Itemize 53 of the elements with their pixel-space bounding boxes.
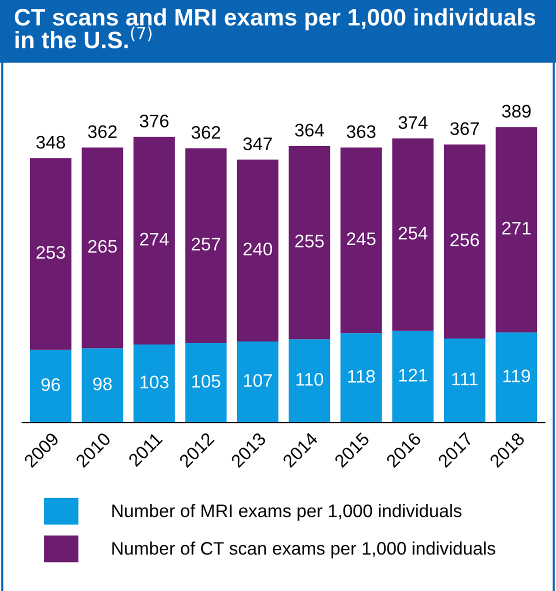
data-label: 255 [295, 234, 324, 248]
bar [185, 343, 227, 423]
bar [30, 158, 72, 350]
data-label: 107 [244, 374, 272, 387]
data-label: 257 [192, 238, 220, 250]
bar [30, 350, 72, 423]
total-label: 363 [346, 125, 376, 138]
data-label: 96 [42, 378, 60, 392]
total-label: 362 [192, 126, 220, 139]
bar [444, 144, 486, 338]
data-label: 121 [399, 368, 428, 382]
bar [392, 330, 434, 423]
data-label: 103 [140, 376, 168, 388]
bar [288, 339, 330, 423]
data-label: 245 [347, 232, 376, 246]
bar [185, 148, 227, 344]
legend-label: Number of CT scan exams per 1,000 individuals [112, 542, 496, 558]
total-label: 348 [36, 136, 65, 149]
bar [133, 344, 175, 423]
total-label: 362 [88, 125, 117, 138]
bar [340, 333, 382, 423]
data-label: 256 [450, 234, 479, 246]
total-label: 389 [502, 104, 531, 118]
data-label: 240 [244, 242, 272, 256]
data-label: 111 [452, 372, 478, 386]
data-label: 254 [398, 226, 428, 240]
data-label: 98 [93, 378, 112, 390]
total-label: 364 [295, 124, 324, 137]
bar [496, 332, 538, 423]
data-label: 253 [36, 246, 65, 259]
data-label: 110 [296, 372, 324, 386]
bar [236, 160, 278, 342]
total-label: 376 [140, 114, 168, 128]
bar [82, 348, 124, 423]
bar [392, 138, 434, 331]
chart-title: CT scans and MRI exams per 1,000 individuals in the U.S.$^{(7)}$ [14, 8, 536, 48]
total-label: 367 [450, 122, 479, 136]
data-label: 118 [348, 370, 375, 383]
bar [496, 127, 538, 332]
data-label: 265 [88, 240, 117, 253]
bar [288, 146, 330, 340]
total-label: 347 [243, 137, 272, 150]
legend-label: Number of MRI exams per 1,000 individuals [112, 504, 462, 521]
data-label: 274 [140, 232, 169, 246]
total-label: 374 [398, 116, 428, 129]
bar [133, 136, 175, 345]
data-label: 119 [503, 370, 530, 382]
bar [82, 148, 124, 348]
bar [444, 338, 486, 423]
bar [236, 341, 278, 423]
data-label: 271 [502, 222, 531, 234]
data-label: 105 [192, 374, 220, 388]
bar [340, 148, 382, 334]
